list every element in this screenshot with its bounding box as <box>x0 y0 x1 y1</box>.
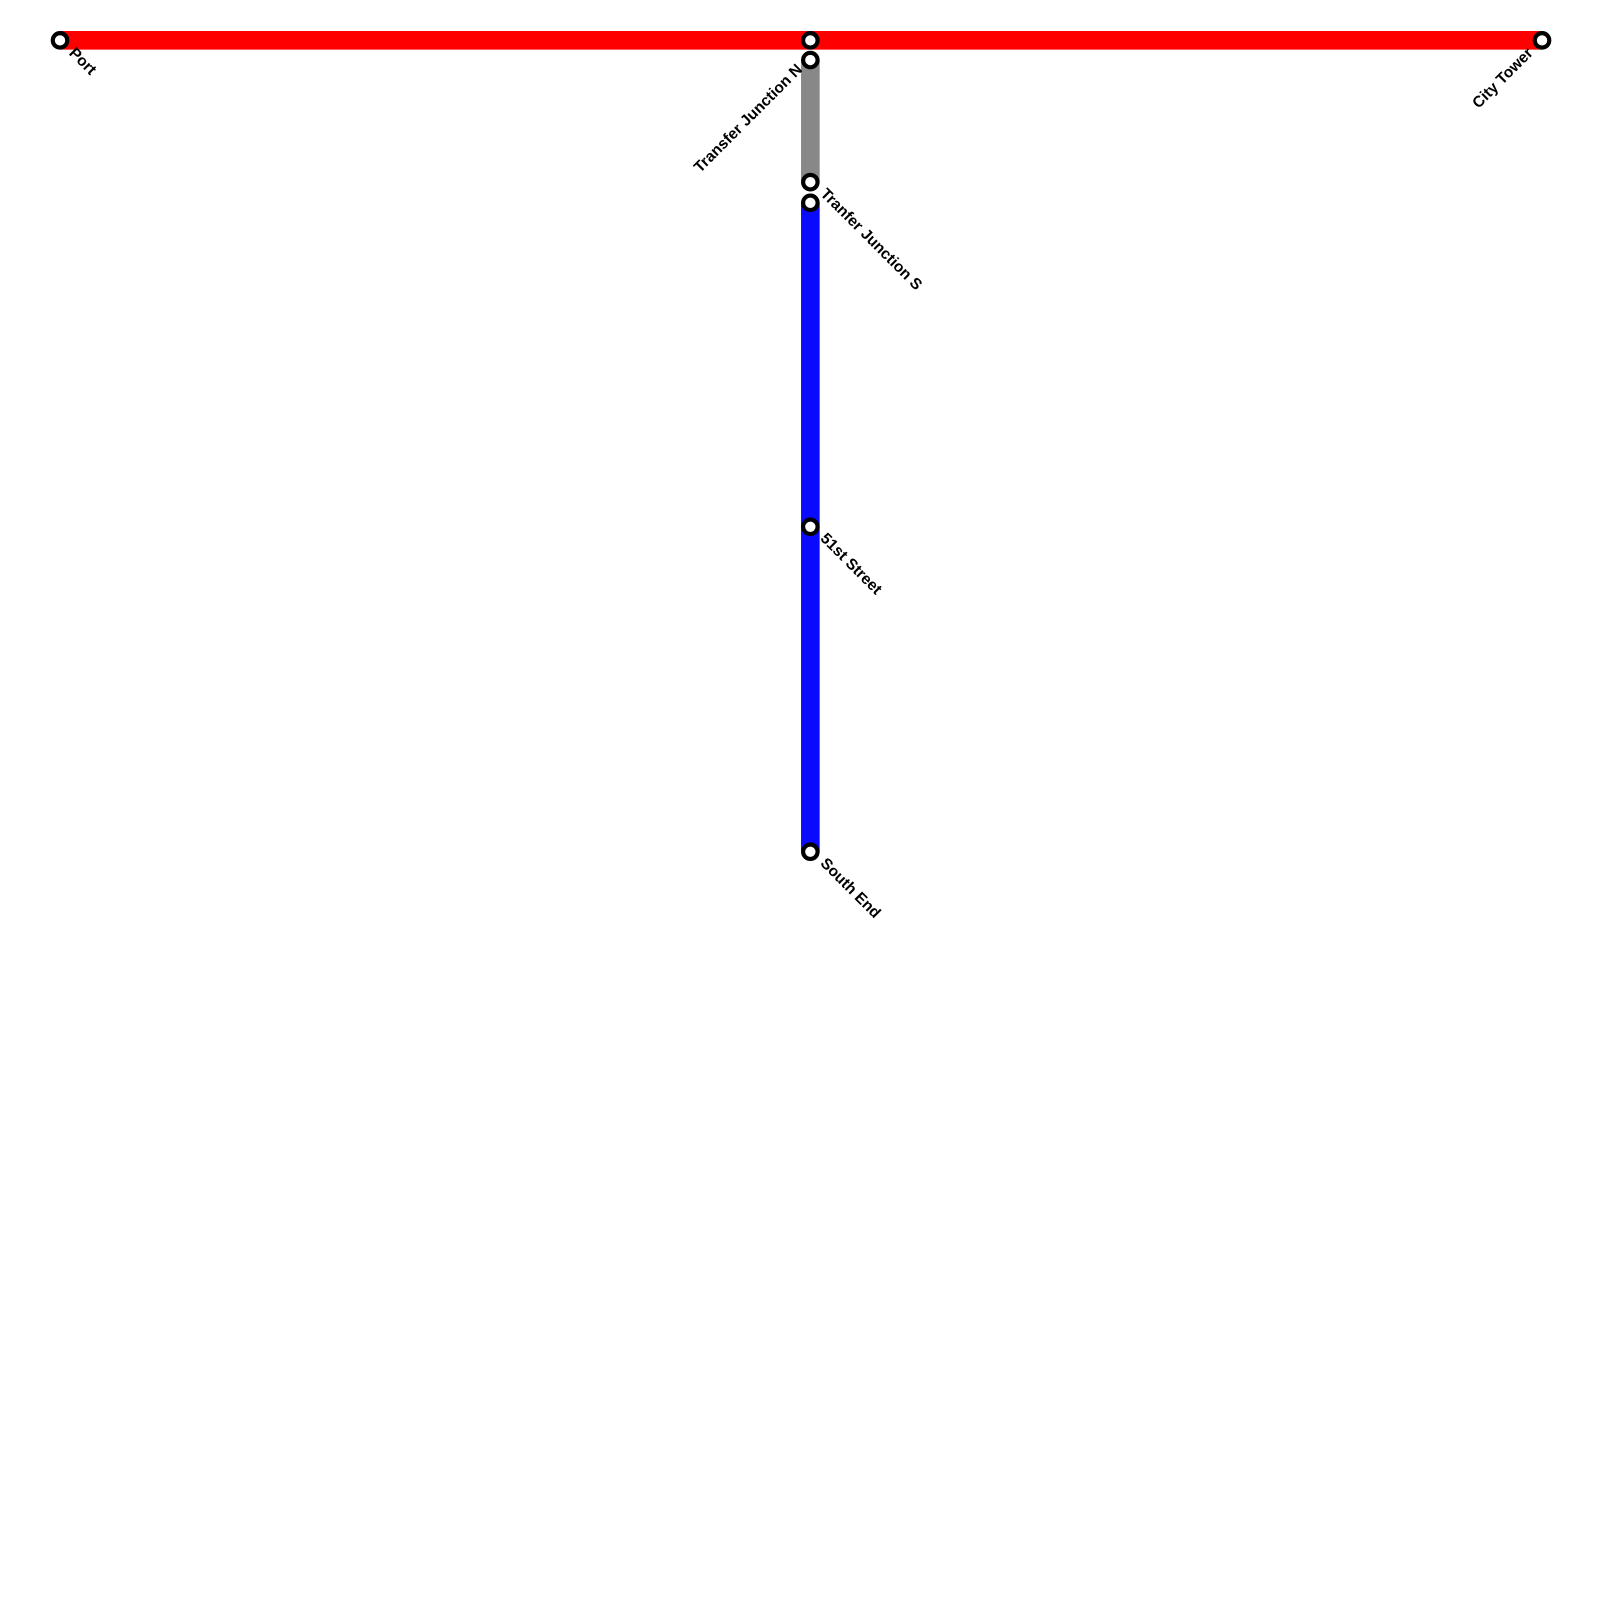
station <box>801 193 820 213</box>
station-label: Tranfer Junction S <box>817 185 925 293</box>
station <box>50 31 70 50</box>
station <box>801 50 820 70</box>
station-label: 51st Street <box>817 530 885 598</box>
station <box>801 842 820 862</box>
station <box>801 172 820 192</box>
station <box>1532 31 1552 50</box>
station-label: City Tower <box>1469 45 1536 112</box>
station-label: South End <box>817 855 884 922</box>
station-label: Port <box>65 45 99 79</box>
station <box>801 517 820 537</box>
station <box>801 31 820 50</box>
station-label: Transfer Junction N <box>691 61 806 176</box>
